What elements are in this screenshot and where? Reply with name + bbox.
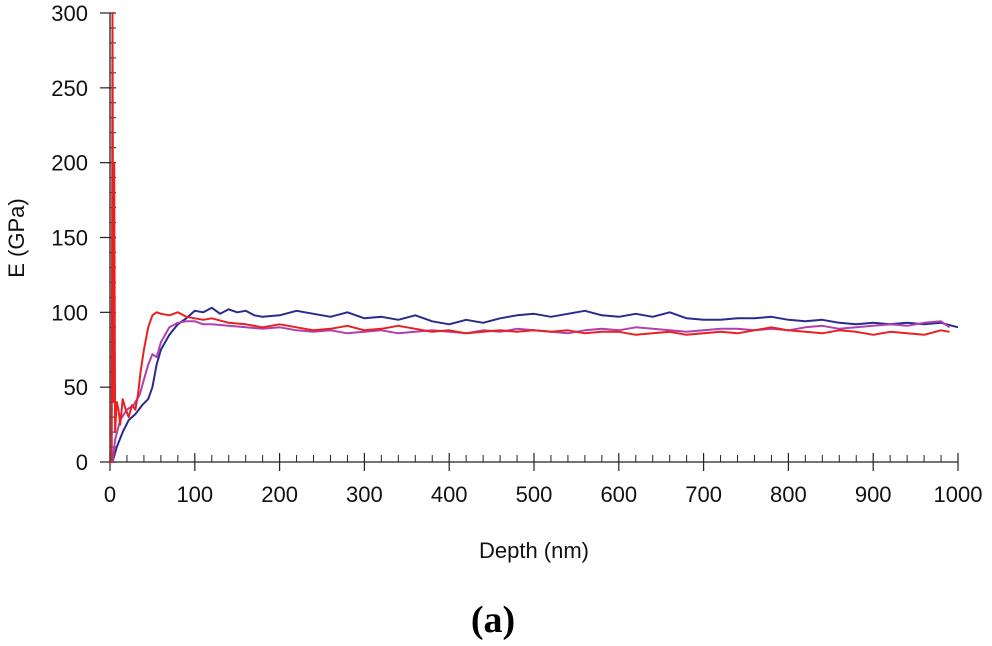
x-tick-label: 900 — [855, 482, 892, 507]
axes — [100, 12, 959, 471]
x-tick-label: 500 — [516, 482, 553, 507]
x-tick-label: 600 — [600, 482, 637, 507]
series-line-red — [110, 12, 950, 463]
y-tick-label: 100 — [51, 300, 88, 325]
panel-label: (a) — [471, 599, 515, 641]
y-tick-label: 0 — [76, 450, 88, 475]
y-axis-title: E (GPa) — [4, 198, 29, 277]
y-tick-label: 150 — [51, 226, 88, 251]
x-tick-label: 0 — [104, 482, 116, 507]
series-line-magenta — [111, 320, 951, 463]
x-tick-label: 800 — [770, 482, 807, 507]
x-tick-label: 200 — [261, 482, 298, 507]
y-tick-label: 200 — [51, 151, 88, 176]
series-lines — [110, 12, 959, 463]
x-tick-label: 400 — [431, 482, 468, 507]
x-tick-label: 1000 — [934, 482, 983, 507]
tick-labels: 0 100 200 300 400 500 600 700 800 900 1000 0 50 100 15… — [51, 1, 982, 507]
series-line-navy — [111, 306, 959, 463]
x-tick-label: 100 — [176, 482, 213, 507]
y-tick-label: 50 — [64, 375, 88, 400]
y-tick-label: 250 — [51, 76, 88, 101]
x-tick-label: 700 — [685, 482, 722, 507]
x-axis-title: Depth (nm) — [479, 538, 589, 563]
x-tick-label: 300 — [346, 482, 383, 507]
y-tick-label: 300 — [51, 1, 88, 26]
